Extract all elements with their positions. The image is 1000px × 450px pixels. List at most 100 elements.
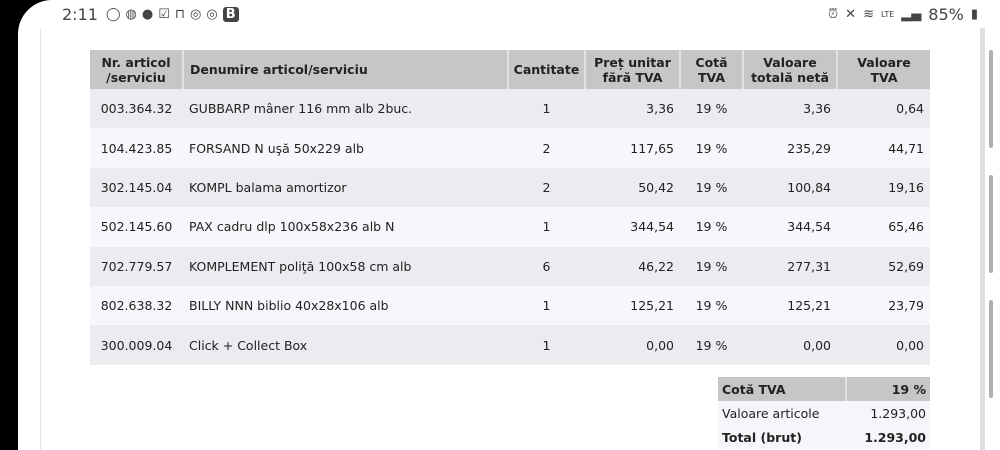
col-unit-price: Preț unitar fără TVA — [585, 50, 681, 89]
scroll-handle[interactable] — [989, 50, 993, 148]
vat-summary-table: Cotă TVA 19 % Valoare articole 1.293,00 To… — [718, 377, 930, 449]
instagram-icon: ◎ — [206, 6, 218, 22]
lock-icon: ⊓ — [174, 6, 185, 22]
cell-article-no: 104.423.85 — [90, 128, 183, 168]
cell-qty: 2 — [508, 128, 585, 168]
cell-article-no: 702.779.57 — [90, 246, 183, 286]
col-vat-value: Valoare TVA — [837, 50, 930, 89]
alarm-icon: ⏰︎ — [828, 6, 839, 22]
cell-net-total: 277,31 — [743, 246, 837, 286]
cell-qty: 1 — [508, 285, 585, 326]
cell-vat-rate: 19 % — [680, 167, 743, 208]
lte-icon: LTE — [880, 9, 895, 19]
table-row: 502.145.60 PAX cadru dlp 100x58x236 alb N… — [90, 207, 930, 247]
table-row: 104.423.85 FORSAND N uşă 50x229 alb 2 117,6… — [90, 128, 930, 168]
items-value-label: Valoare articole — [718, 401, 846, 425]
table-header: Nr. articol /serviciu Denumire articol/s… — [90, 50, 930, 89]
cell-qty: 1 — [508, 325, 585, 365]
cell-name: BILLY NNN biblio 40x28x106 alb — [183, 285, 508, 326]
cell-article-no: 300.009.04 — [90, 325, 183, 365]
clock: 2:11 — [62, 4, 98, 24]
cell-vat-value: 23,79 — [837, 285, 930, 326]
cell-unit-price: 46,22 — [585, 246, 680, 286]
cell-vat-rate: 19 % — [680, 246, 743, 286]
vat-rate-value: 19 % — [845, 377, 930, 401]
cell-vat-rate: 19 % — [680, 128, 743, 168]
col-qty: Cantitate — [508, 50, 586, 89]
cell-vat-value: 19,16 — [837, 167, 930, 208]
summary-row: Cotă TVA 19 % — [718, 377, 930, 401]
app-icon: ● — [141, 6, 154, 22]
cell-net-total: 344,54 — [743, 207, 837, 247]
items-value: 1.293,00 — [845, 401, 930, 425]
cell-net-total: 0,00 — [743, 325, 837, 365]
status-bar: 2:11 ◯ ◍ ● ☑ ⊓ ◎ ◎ B ⏰︎ ✕ ≋ LTE ▂▄ 85% ▮ — [18, 0, 1000, 28]
notification-icons: ◯ ◍ ● ☑ ⊓ ◎ ◎ B — [105, 6, 239, 22]
summary-row: Total (brut) 1.293,00 — [718, 425, 930, 449]
cell-vat-rate: 19 % — [680, 207, 743, 247]
table-row: 003.364.32 GUBBARP mâner 116 mm alb 2buc.… — [90, 89, 930, 129]
cell-qty: 2 — [508, 167, 585, 208]
summary-row: Valoare articole 1.293,00 — [718, 401, 930, 425]
cell-unit-price: 125,21 — [585, 285, 680, 326]
cell-vat-rate: 19 % — [680, 285, 743, 326]
cell-net-total: 100,84 — [743, 167, 837, 208]
invoice-items-table: Nr. articol /serviciu Denumire articol/s… — [90, 50, 930, 365]
cell-name: GUBBARP mâner 116 mm alb 2buc. — [183, 89, 508, 129]
col-net-total: Valoare totală netă — [743, 50, 838, 89]
battery-icon: ▮ — [970, 6, 978, 22]
cell-vat-rate: 19 % — [680, 325, 743, 365]
cell-qty: 1 — [508, 207, 585, 247]
cell-name: PAX cadru dlp 100x58x236 alb N — [183, 207, 508, 247]
table-row: 802.638.32 BILLY NNN biblio 40x28x106 alb… — [90, 285, 930, 326]
app-icon: ◍ — [125, 6, 137, 22]
cell-name: KOMPLEMENT poliţă 100x58 cm alb — [183, 246, 508, 286]
scroll-handle[interactable] — [989, 300, 993, 398]
split-divider[interactable] — [980, 28, 985, 450]
cell-vat-rate: 19 % — [680, 89, 743, 129]
cell-qty: 6 — [508, 246, 585, 286]
cell-vat-value: 52,69 — [837, 246, 930, 286]
cell-unit-price: 50,42 — [585, 167, 680, 208]
system-icons: ⏰︎ ✕ ≋ LTE ▂▄ 85% ▮ — [828, 5, 978, 24]
cell-vat-value: 0,64 — [837, 89, 930, 129]
cell-vat-value: 65,46 — [837, 207, 930, 247]
cell-article-no: 302.145.04 — [90, 167, 183, 208]
cell-unit-price: 3,36 — [585, 89, 680, 129]
cell-name: Click + Collect Box — [183, 325, 508, 365]
cell-article-no: 802.638.32 — [90, 285, 183, 326]
table-row: 702.779.57 KOMPLEMENT poliţă 100x58 cm al… — [90, 246, 930, 286]
total-label: Total (brut) — [718, 425, 846, 449]
cell-vat-value: 0,00 — [837, 325, 930, 365]
page-edge — [40, 28, 41, 450]
table-row: 302.145.04 KOMPL balama amortizor 2 50,42 19… — [90, 167, 930, 208]
wifi-icon: ≋ — [863, 6, 874, 22]
cell-net-total: 125,21 — [743, 285, 837, 326]
battery-level: 85% — [928, 4, 964, 24]
col-vat-rate: Cotă TVA — [680, 50, 744, 89]
whatsapp-icon: ◯ — [105, 6, 121, 22]
screen: 2:11 ◯ ◍ ● ☑ ⊓ ◎ ◎ B ⏰︎ ✕ ≋ LTE ▂▄ 85% ▮… — [18, 0, 1000, 450]
cell-unit-price: 117,65 — [585, 128, 680, 168]
total-value: 1.293,00 — [845, 425, 930, 449]
cell-unit-price: 344,54 — [585, 207, 680, 247]
scroll-handle[interactable] — [989, 175, 993, 273]
signal-icon: ▂▄ — [901, 6, 922, 22]
cell-article-no: 003.364.32 — [90, 89, 183, 129]
mute-icon: ✕ — [845, 6, 857, 22]
cell-net-total: 235,29 — [743, 128, 837, 168]
check-icon: ☑ — [158, 6, 170, 22]
cell-vat-value: 44,71 — [837, 128, 930, 168]
instagram-icon: ◎ — [190, 6, 202, 22]
table-row: 300.009.04 Click + Collect Box 1 0,00 19 % 0,… — [90, 325, 930, 365]
b-icon: B — [222, 6, 239, 22]
cell-name: FORSAND N uşă 50x229 alb — [183, 128, 508, 168]
cell-name: KOMPL balama amortizor — [183, 167, 508, 208]
cell-article-no: 502.145.60 — [90, 207, 183, 247]
col-name: Denumire articol/serviciu — [183, 50, 509, 89]
cell-qty: 1 — [508, 89, 585, 129]
col-article-no: Nr. articol /serviciu — [90, 50, 184, 89]
cell-unit-price: 0,00 — [585, 325, 680, 365]
cell-net-total: 3,36 — [743, 89, 837, 129]
vat-rate-label: Cotă TVA — [718, 377, 847, 401]
